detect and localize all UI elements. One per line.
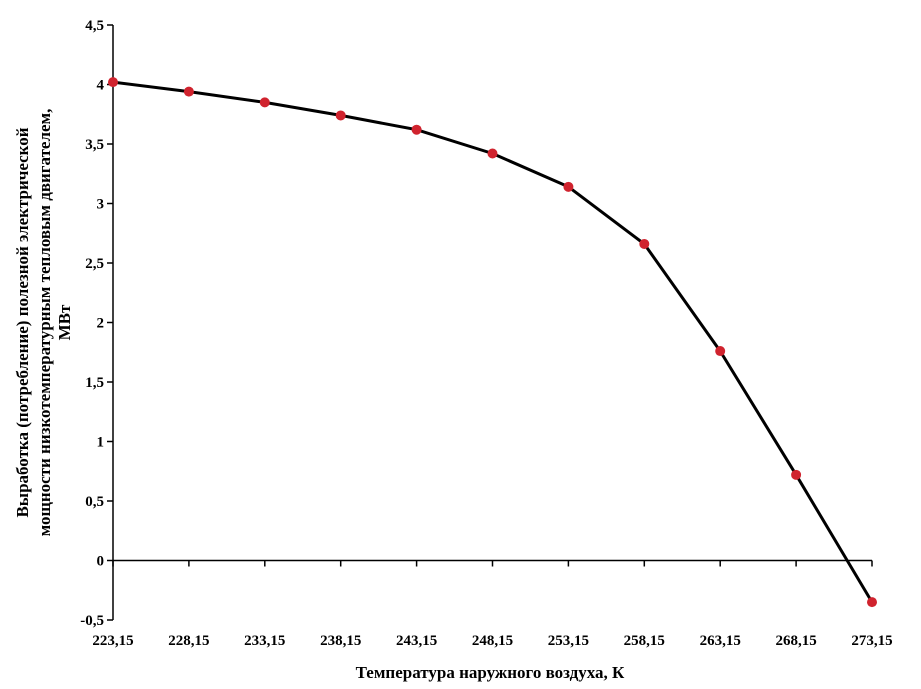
x-axis-ticks: 223,15 228,15 233,15 238,15 243,15 248,15 253,… bbox=[92, 560, 893, 649]
data-point bbox=[563, 181, 574, 192]
x-tick-label: 228,15 bbox=[168, 633, 209, 649]
y-tick-label: 2 bbox=[97, 316, 105, 332]
y-tick-label: 4 bbox=[97, 78, 105, 94]
x-tick-label: 243,15 bbox=[396, 633, 437, 649]
data-point bbox=[183, 86, 194, 97]
data-point bbox=[108, 77, 118, 88]
data-points bbox=[108, 77, 877, 608]
data-point bbox=[259, 97, 270, 108]
x-tick-label: 238,15 bbox=[320, 633, 361, 649]
x-tick-label: 273,15 bbox=[851, 633, 892, 649]
y-tick-label: 3,5 bbox=[85, 137, 104, 153]
data-point bbox=[639, 238, 650, 249]
x-tick-label: 258,15 bbox=[624, 633, 665, 649]
y-tick-label: 1 bbox=[97, 435, 105, 451]
x-tick-label: 263,15 bbox=[700, 633, 741, 649]
y-axis-ticks: -0,5 0 0,5 1 1,5 2 2,5 3 3,5 4 4,5 bbox=[80, 18, 113, 629]
y-axis-title-line: мощности низкотемпературным тепловым дви… bbox=[35, 109, 54, 537]
data-point bbox=[791, 469, 802, 480]
y-tick-label: 3 bbox=[97, 197, 105, 213]
x-axis-title: Температура наружного воздуха, К bbox=[356, 663, 625, 682]
y-tick-label: 2,5 bbox=[85, 256, 104, 272]
y-tick-label: 0,5 bbox=[85, 494, 104, 510]
data-point bbox=[487, 148, 498, 159]
x-tick-label: 223,15 bbox=[92, 633, 133, 649]
y-axis-title: Выработка (потребление) полезной электри… bbox=[13, 109, 74, 537]
y-tick-label: 0 bbox=[97, 554, 105, 570]
y-axis-title-line: Выработка (потребление) полезной электри… bbox=[13, 127, 32, 517]
data-point bbox=[335, 110, 346, 121]
series-line bbox=[112, 80, 874, 603]
y-tick-label: -0,5 bbox=[80, 613, 104, 629]
x-tick-label: 268,15 bbox=[775, 633, 816, 649]
y-tick-label: 4,5 bbox=[85, 18, 104, 34]
y-tick-label: 1,5 bbox=[85, 375, 104, 391]
x-tick-label: 248,15 bbox=[472, 633, 513, 649]
data-point bbox=[411, 124, 422, 135]
data-point bbox=[867, 597, 877, 608]
x-tick-label: 253,15 bbox=[548, 633, 589, 649]
y-axis-title-line: МВт bbox=[55, 304, 74, 340]
data-point bbox=[715, 346, 726, 357]
x-tick-label: 233,15 bbox=[244, 633, 285, 649]
